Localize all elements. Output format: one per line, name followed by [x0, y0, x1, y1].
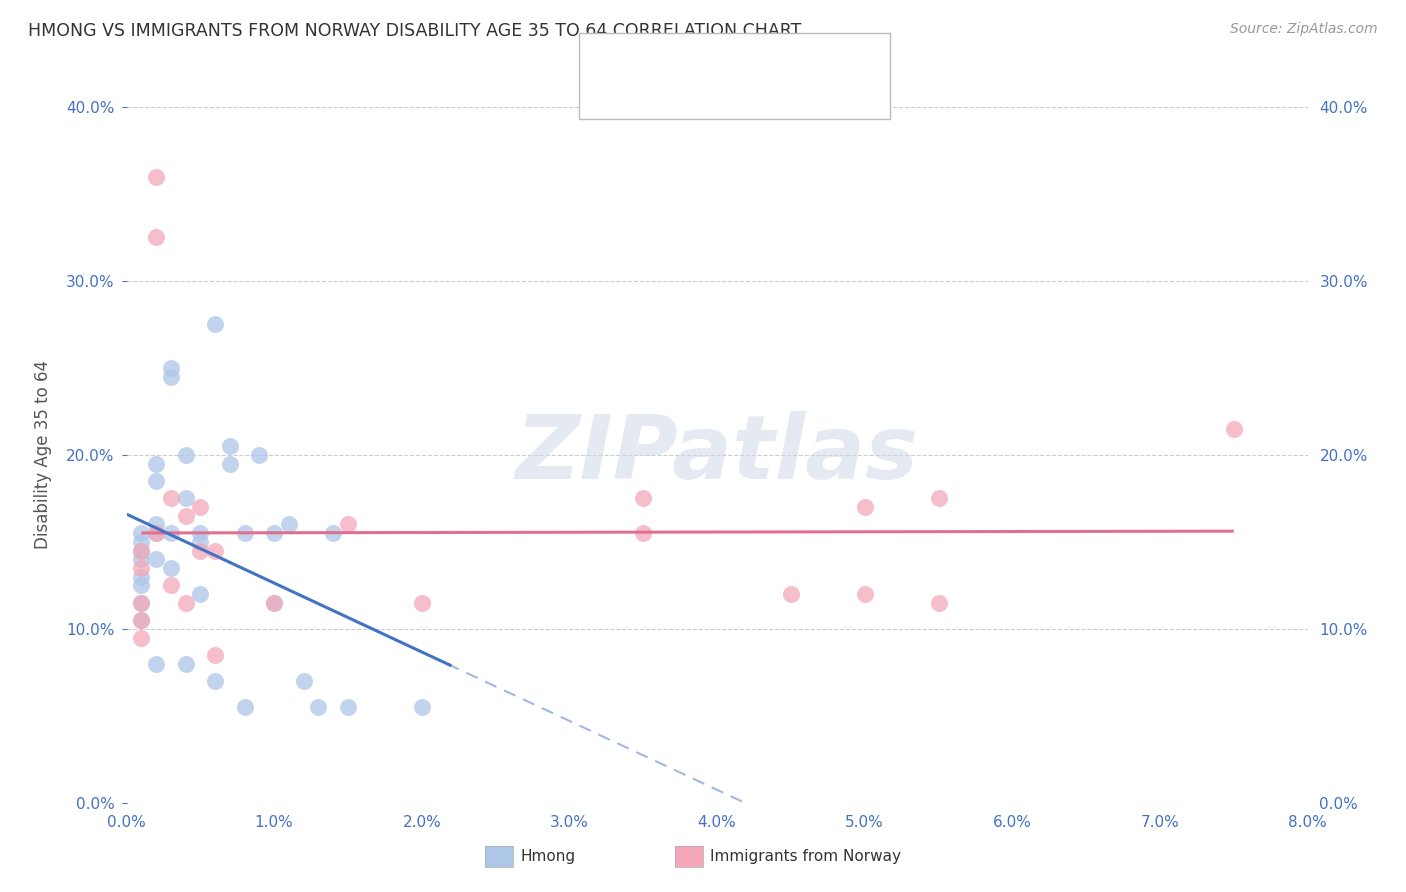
Point	[160, 369, 183, 384]
Point	[145, 526, 167, 541]
Point	[160, 578, 183, 592]
Point	[853, 500, 876, 514]
Text: Immigrants from Norway: Immigrants from Norway	[710, 849, 901, 863]
Point	[129, 631, 153, 645]
Point	[129, 613, 153, 627]
Point	[188, 500, 211, 514]
Point	[129, 526, 153, 541]
Point	[411, 700, 433, 714]
Text: 0.279: 0.279	[676, 85, 720, 99]
Point	[145, 517, 167, 532]
Point	[779, 587, 801, 601]
Point	[853, 587, 876, 601]
Text: HMONG VS IMMIGRANTS FROM NORWAY DISABILITY AGE 35 TO 64 CORRELATION CHART: HMONG VS IMMIGRANTS FROM NORWAY DISABILI…	[28, 22, 801, 40]
Point	[174, 508, 197, 523]
Text: N =: N =	[749, 49, 783, 63]
Point	[233, 700, 256, 714]
Point	[219, 439, 242, 453]
Text: N =: N =	[749, 85, 783, 99]
Text: 39: 39	[789, 49, 808, 63]
Point	[263, 596, 285, 610]
Point	[322, 526, 344, 541]
Point	[129, 596, 153, 610]
Point	[247, 448, 270, 462]
Point	[145, 552, 167, 566]
Point	[129, 543, 153, 558]
Point	[263, 526, 285, 541]
Text: R =: R =	[637, 85, 675, 99]
Point	[145, 230, 167, 244]
Point	[233, 526, 256, 541]
Point	[204, 674, 226, 689]
Point	[145, 526, 167, 541]
Point	[337, 700, 360, 714]
Point	[160, 526, 183, 541]
Point	[129, 552, 153, 566]
Point	[204, 543, 226, 558]
Point	[204, 318, 226, 332]
Text: Hmong: Hmong	[520, 849, 575, 863]
Point	[129, 561, 153, 575]
Point	[145, 474, 167, 488]
Point	[411, 596, 433, 610]
Point	[145, 169, 167, 184]
Point	[337, 517, 360, 532]
Text: -0.083: -0.083	[676, 49, 725, 63]
Point	[278, 517, 301, 532]
Point	[129, 534, 153, 549]
Point	[204, 648, 226, 662]
Point	[188, 526, 211, 541]
Point	[188, 534, 211, 549]
Point	[633, 491, 655, 506]
Point	[1222, 422, 1246, 436]
Point	[219, 457, 242, 471]
Point	[129, 596, 153, 610]
Text: 27: 27	[789, 85, 808, 99]
Point	[160, 561, 183, 575]
Point	[129, 578, 153, 592]
Point	[160, 491, 183, 506]
Point	[263, 596, 285, 610]
Point	[145, 457, 167, 471]
Point	[174, 657, 197, 671]
Point	[174, 596, 197, 610]
Point	[188, 543, 211, 558]
Point	[292, 674, 315, 689]
Text: Source: ZipAtlas.com: Source: ZipAtlas.com	[1230, 22, 1378, 37]
Point	[129, 570, 153, 584]
Point	[307, 700, 329, 714]
Point	[129, 543, 153, 558]
Text: ZIPatlas: ZIPatlas	[516, 411, 918, 499]
Point	[129, 613, 153, 627]
Point	[928, 491, 950, 506]
Point	[174, 491, 197, 506]
Point	[145, 657, 167, 671]
Point	[928, 596, 950, 610]
Point	[160, 360, 183, 375]
Point	[174, 448, 197, 462]
Text: R =: R =	[637, 49, 671, 63]
Y-axis label: Disability Age 35 to 64: Disability Age 35 to 64	[34, 360, 52, 549]
Point	[633, 526, 655, 541]
Point	[188, 587, 211, 601]
